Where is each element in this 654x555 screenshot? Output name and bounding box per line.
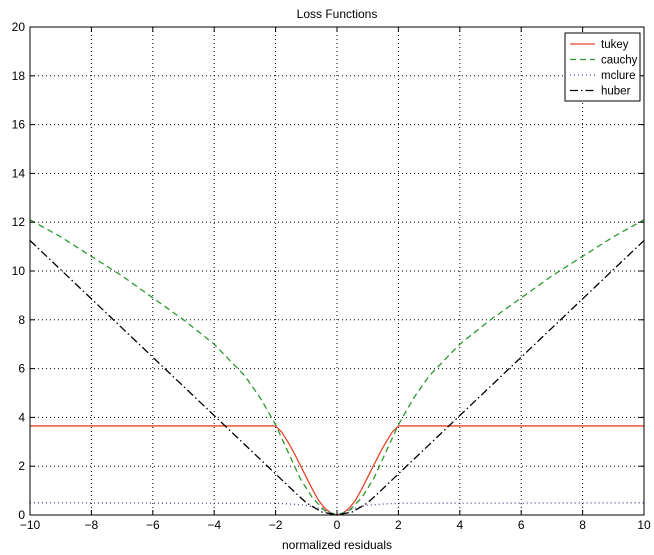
grid — [30, 27, 644, 515]
legend-label-mclure: mclure — [601, 70, 636, 82]
y-tick-label: 6 — [18, 362, 25, 376]
x-tick-label: 0 — [334, 518, 341, 532]
tick-marks — [29, 26, 645, 516]
x-tick-label: 2 — [395, 518, 402, 532]
x-tick-label: 6 — [518, 518, 525, 532]
y-tick-label: 14 — [12, 166, 26, 180]
chart-title: Loss Functions — [297, 7, 378, 21]
series-line-cauchy — [29, 219, 645, 516]
x-tick-label: −6 — [146, 518, 160, 532]
x-tick-label: −2 — [269, 518, 283, 532]
y-tick-label: 20 — [12, 20, 26, 34]
y-tick-label: 10 — [12, 264, 26, 278]
x-tick-label: 8 — [579, 518, 586, 532]
legend: tukey cauchy mclure huber — [564, 32, 641, 102]
y-tick-label: 12 — [12, 215, 26, 229]
y-tick-label: 2 — [18, 459, 25, 473]
legend-label-tukey: tukey — [601, 39, 629, 51]
y-tick-label: 8 — [18, 313, 25, 327]
x-tick-label: −10 — [20, 518, 41, 532]
x-axis-label: normalized residuals — [282, 538, 392, 552]
x-tick-label: 4 — [456, 518, 463, 532]
y-tick-label: 0 — [18, 508, 25, 522]
legend-label-huber: huber — [601, 86, 631, 98]
x-tick-label: −8 — [85, 518, 99, 532]
legend-label-cauchy: cauchy — [601, 55, 638, 67]
x-tick-labels: −10 −8 −6 −4 −2 0 2 4 6 8 10 — [20, 518, 651, 532]
y-tick-label: 16 — [12, 118, 26, 132]
x-tick-label: 10 — [637, 518, 651, 532]
y-tick-label: 18 — [12, 69, 26, 83]
series-line-huber — [29, 240, 645, 516]
y-tick-label: 4 — [18, 410, 25, 424]
y-tick-labels: 0 2 4 6 8 10 12 14 16 18 20 — [12, 20, 26, 522]
x-tick-label: −4 — [207, 518, 221, 532]
